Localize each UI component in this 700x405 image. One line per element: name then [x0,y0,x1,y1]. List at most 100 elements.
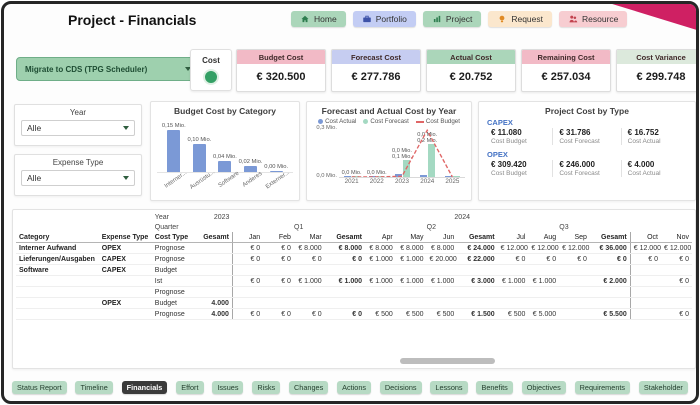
request-icon [497,14,507,24]
bar[interactable] [269,171,283,172]
cell-value: € 0 [661,308,692,320]
cell-expense-type: CAPEX [98,264,152,276]
bar-group: 0,15 Mio. [161,123,187,172]
tab-issues[interactable]: Issues [212,381,244,394]
cost-toggle[interactable]: Cost [190,49,232,91]
project-selector[interactable]: Migrate to CDS (TPG Scheduler) [16,57,200,81]
cell-value: € 0 [263,308,294,320]
bar[interactable] [192,144,206,172]
bar-cost-forecast[interactable] [427,143,435,177]
table-row: Lieferungen/Ausgaben CAPEX Prognose € 0 € 0 €… [16,253,692,265]
cell-value: € 0 [231,242,264,254]
cell-value [589,264,631,276]
tab-decisions[interactable]: Decisions [379,381,422,394]
cell-value [661,286,692,298]
cell-value: € 0 [293,308,325,320]
nav-home[interactable]: Home [291,11,346,27]
filter-dropdown[interactable]: Alle [21,120,135,136]
tab-risks[interactable]: Risks [252,381,281,394]
cell-cost-type: Budget [151,264,197,276]
bar-cost-actual[interactable] [344,176,352,177]
kpi-card-remaining-cost: Remaining Cost € 257.034 [521,49,611,92]
stat-label: Cost Forecast [559,138,600,145]
cell-value [559,264,590,276]
cell-expense-type: CAPEX [98,253,152,265]
cell-value [528,297,560,309]
stat-value: € 309.420 [491,160,527,169]
bar[interactable] [218,160,232,172]
legend-swatch [318,119,324,124]
tab-effort[interactable]: Effort [176,381,204,394]
bar-cost-actual[interactable] [419,175,427,177]
cell-value: € 8.000 [426,242,458,254]
nav-project[interactable]: Project [422,11,482,27]
chevron-down-icon [185,67,191,71]
stat-label: Cost Actual [627,170,661,177]
legend-swatch [363,119,369,124]
y-axis-max: 0,3 Mio. [316,125,337,131]
column-header-gesamt-12: Gesamt [589,232,631,243]
x-axis-label: 2024 [420,178,435,185]
cell-value: € 1.000 [365,253,396,265]
cell-value [395,264,427,276]
table-horizontal-scrollbar[interactable] [19,358,689,365]
bar[interactable] [167,130,181,172]
legend-label: Cost Actual [325,118,357,125]
bar-cost-forecast[interactable] [352,176,360,177]
cell-value: € 0 [661,253,692,265]
bar-cost-forecast[interactable] [377,176,385,177]
tab-changes[interactable]: Changes [289,381,329,394]
column-header-jul-9: Jul [497,232,529,243]
plot-area: 0,0 Mio. 0,0 Mio. 0,0 Mio. 0,1 Mio. 0,0 Mio.… [339,127,465,178]
type-groups: CAPEX € 11.080 Cost Budget € 31.786 Cost For… [485,118,689,177]
cell-value: € 1.000 [395,275,427,287]
tab-status-report[interactable]: Status Report [12,381,67,394]
tab-stakeholder[interactable]: Stakeholder [638,381,688,394]
nav-label: Portfolio [375,14,407,24]
scrollbar-thumb[interactable] [400,358,495,364]
stat-value: € 31.786 [559,128,591,137]
tab-requirements[interactable]: Requirements [574,381,631,394]
cell-category: Lieferungen/Ausgaben [16,253,99,265]
budget-by-category-chart: Budget Cost by Category 0,15 Mio. 0,10 Mi… [150,101,300,201]
cell-value [589,286,631,298]
tab-actions[interactable]: Actions [337,381,372,394]
cell-cost-type: Prognose [151,253,197,265]
toggle-dot[interactable] [203,68,219,85]
stat-value: € 246.000 [559,160,595,169]
x-axis-label: 2021 [344,178,359,185]
portfolio-icon [362,14,372,24]
tab-financials[interactable]: Financials [121,381,168,394]
tab-benefits[interactable]: Benefits [476,381,513,394]
table-row: OPEX Budget 4.000 [16,297,692,309]
cell-value: € 36.000 [589,242,631,254]
quarter-header-q2: Q2 [426,223,436,231]
cell-value: € 12.000 [497,242,529,254]
kpi-value: € 277.786 [351,71,401,83]
bar-cost-actual[interactable] [369,176,377,177]
tab-objectives[interactable]: Objectives [521,381,566,394]
cell-value [629,286,661,298]
tab-lessons[interactable]: Lessons [430,381,468,394]
nav-portfolio[interactable]: Portfolio [352,11,416,27]
stat-value: € 4.000 [627,160,655,169]
bar-cost-actual[interactable] [444,176,452,177]
kpi-card-cost-variance: Cost Variance € 299.748 [616,49,696,92]
cell-value [231,286,264,298]
legend-item-cost-budget: Cost Budget [415,118,460,125]
bar-cost-actual[interactable] [394,173,402,177]
cell-category [16,308,99,320]
bar-cost-forecast[interactable] [452,176,460,177]
cell-value: € 0 [263,253,294,265]
column-header-jun-7: Jun [426,232,458,243]
chart-legend: Cost Actual Cost Forecast Cost Budget [313,118,465,125]
tab-timeline[interactable]: Timeline [75,381,113,394]
cell-cost-type: Ist [151,275,197,287]
bar[interactable] [244,166,258,172]
bar-cost-forecast[interactable] [402,160,410,177]
cell-cost-type: Prognose [151,286,197,298]
kpi-label: Cost Variance [617,50,696,64]
nav-resource[interactable]: Resource [559,11,628,27]
filter-dropdown[interactable]: Alle [21,170,135,186]
nav-request[interactable]: Request [488,11,553,27]
